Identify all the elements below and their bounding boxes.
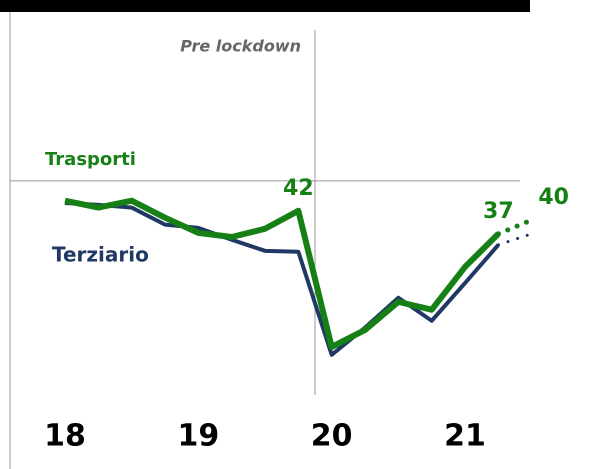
top-bar: [0, 0, 530, 12]
data-label: 42: [283, 176, 314, 201]
data-label: 37: [483, 199, 514, 224]
forecast-line: [495, 217, 535, 237]
annotation-text: Pre lockdown: [180, 37, 301, 56]
x-tick-label: 21: [444, 419, 486, 454]
forecast-line: [496, 232, 534, 247]
x-tick-label: 18: [44, 419, 86, 454]
legend-label: Terziario: [52, 243, 149, 267]
data-label: 40: [538, 185, 569, 210]
series-line: [64, 197, 501, 350]
x-tick-label: 20: [311, 419, 353, 454]
legend-label: Trasporti: [45, 149, 136, 170]
x-tick-label: 19: [177, 419, 219, 454]
series-line: [64, 200, 500, 357]
